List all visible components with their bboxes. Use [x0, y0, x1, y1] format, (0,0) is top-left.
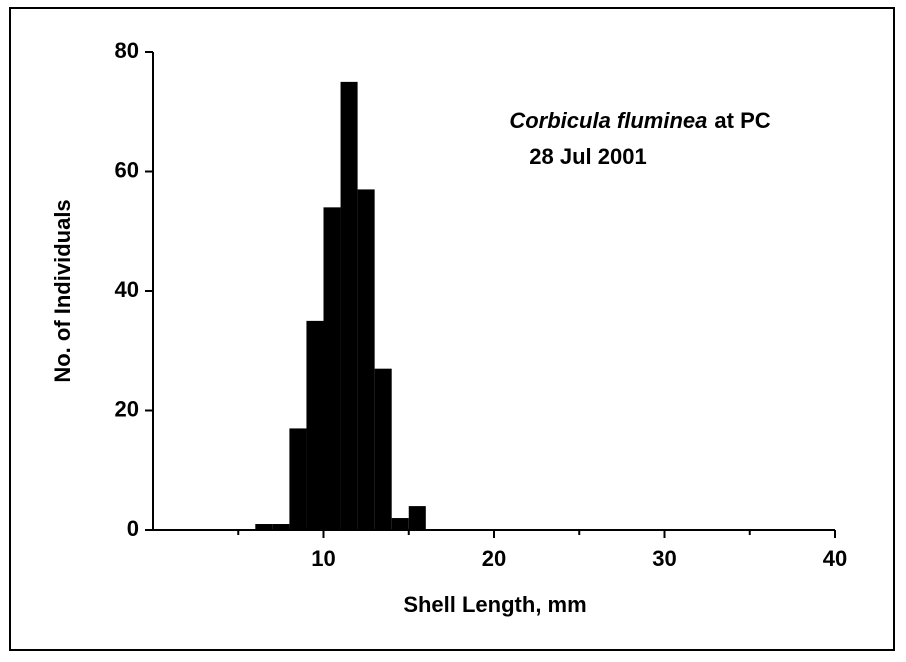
x-tick-label: 10	[311, 546, 335, 571]
title-species: Corbicula fluminea	[509, 108, 707, 133]
bar	[357, 189, 375, 531]
x-tick-label: 20	[482, 546, 506, 571]
y-tick-label: 60	[115, 157, 139, 182]
y-tick-label: 20	[115, 396, 139, 421]
chart-subtitle: 28 Jul 2001	[529, 144, 646, 169]
bar	[391, 518, 409, 530]
bar	[272, 524, 290, 530]
y-tick-label: 0	[127, 516, 139, 541]
bar	[289, 428, 307, 530]
bar	[374, 368, 392, 530]
y-tick-label: 40	[115, 277, 139, 302]
bar	[408, 506, 426, 530]
bar	[306, 320, 324, 530]
chart-title: Corbicula fluminea at PC	[509, 108, 770, 133]
x-tick-label: 30	[652, 546, 676, 571]
bar	[255, 524, 273, 530]
bar	[340, 81, 358, 530]
x-axis-label: Shell Length, mm	[403, 592, 586, 617]
title-site: at PC	[714, 108, 770, 133]
y-axis-label: No. of Individuals	[50, 199, 75, 382]
x-tick-label: 40	[823, 546, 847, 571]
y-tick-label: 80	[115, 38, 139, 63]
bar	[323, 207, 341, 530]
frame	[9, 7, 895, 651]
